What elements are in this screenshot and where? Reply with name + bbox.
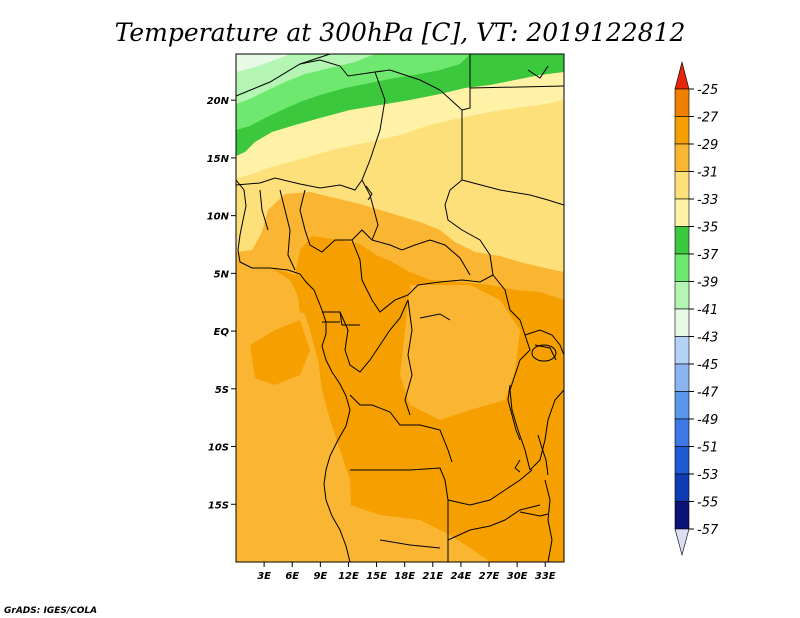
lake-tanganyika bbox=[507, 384, 521, 441]
x-tick-label: 9E bbox=[313, 571, 327, 582]
x-tick-label: 12E bbox=[338, 571, 359, 582]
colorbar-cell bbox=[674, 336, 690, 365]
colorbar-label: -53 bbox=[697, 468, 718, 483]
colorbar-label: -49 bbox=[697, 413, 718, 428]
band-43 bbox=[236, 54, 290, 72]
nile-delta bbox=[527, 65, 549, 79]
band-41 bbox=[236, 54, 375, 104]
colorbar-label: -27 bbox=[697, 111, 719, 126]
lakes bbox=[365, 65, 557, 517]
colorbar-cell bbox=[674, 116, 690, 145]
colorbar-cell bbox=[674, 143, 690, 172]
colorbar-cell bbox=[674, 473, 690, 502]
chart-title: Temperature at 300hPa [C], VT: 201912281… bbox=[115, 18, 686, 47]
colorbar-label: -51 bbox=[697, 441, 718, 456]
colorbar-label: -33 bbox=[697, 193, 718, 208]
x-tick-label: 30E bbox=[507, 571, 528, 582]
colorbar-label: -37 bbox=[697, 248, 719, 263]
colorbar-cell bbox=[674, 226, 690, 255]
colorbar-label: -41 bbox=[697, 303, 718, 318]
band-29-spot-gabon bbox=[296, 282, 324, 318]
colorbar-cell bbox=[674, 253, 690, 282]
colorbar: -25 -27 -29 -31 -33 -35 -37 -39 -41 -43 -45 -47 -49 -… bbox=[674, 60, 719, 557]
lake-victoria bbox=[531, 344, 557, 362]
x-tick-label: 6E bbox=[285, 571, 299, 582]
colorbar-cell bbox=[674, 501, 690, 530]
temperature-field bbox=[236, 54, 564, 562]
lake-mweru bbox=[514, 459, 521, 473]
x-tick-label: 33E bbox=[535, 571, 556, 582]
colorbar-cell bbox=[674, 363, 690, 392]
lake-kariba bbox=[519, 511, 549, 517]
colorbar-cell bbox=[674, 198, 690, 227]
x-tick-label: 15E bbox=[366, 571, 387, 582]
colorbar-label: -29 bbox=[697, 138, 718, 153]
colorbar-label: -47 bbox=[697, 386, 719, 401]
x-tick-label: 18E bbox=[394, 571, 415, 582]
colorbar-cell bbox=[674, 446, 690, 475]
colorbar-cell bbox=[674, 281, 690, 310]
colorbar-label: -25 bbox=[697, 83, 718, 98]
colorbar-cell bbox=[674, 88, 690, 117]
x-axis: 3E 6E 9E 12E 15E 18E 21E 24E 27E 30E 33E bbox=[257, 562, 556, 582]
grads-credit: GrADS: IGES/COLA bbox=[4, 606, 97, 616]
x-tick-label: 3E bbox=[257, 571, 271, 582]
colorbar-cell bbox=[674, 171, 690, 200]
colorbar-top-arrow bbox=[674, 60, 690, 90]
colorbar-label: -31 bbox=[697, 166, 718, 181]
colorbar-cell bbox=[674, 308, 690, 337]
colorbar-cell bbox=[674, 418, 690, 447]
y-tick-label: 10S bbox=[208, 443, 229, 454]
band-29-spot-west bbox=[250, 320, 310, 385]
y-tick-label: 20N bbox=[207, 96, 230, 107]
y-tick-label: 15N bbox=[207, 154, 230, 165]
lake-malawi bbox=[537, 434, 549, 476]
band-31-south bbox=[346, 505, 490, 562]
country-borders bbox=[236, 54, 564, 562]
y-tick-label: EQ bbox=[214, 327, 230, 338]
x-tick-label: 27E bbox=[479, 571, 500, 582]
y-tick-label: 15S bbox=[208, 500, 229, 511]
map-frame bbox=[235, 53, 565, 563]
colorbar-label: -55 bbox=[697, 496, 718, 511]
map-panel: 3E 6E 9E 12E 15E 18E 21E 24E 27E 30E 33E 20N 15N 10N… bbox=[207, 53, 565, 582]
river-segment bbox=[419, 313, 451, 321]
colorbar-label: -35 bbox=[697, 221, 718, 236]
colorbar-label: -43 bbox=[697, 331, 718, 346]
y-tick-label: 5S bbox=[215, 385, 229, 396]
y-axis: 20N 15N 10N 5N EQ 5S 10S 15S bbox=[207, 96, 236, 511]
colorbar-label: -45 bbox=[697, 358, 718, 373]
colorbar-label: -39 bbox=[697, 276, 718, 291]
x-tick-label: 21E bbox=[422, 571, 443, 582]
x-tick-label: 24E bbox=[451, 571, 472, 582]
y-tick-label: 5N bbox=[214, 269, 230, 280]
colorbar-bottom-arrow bbox=[674, 528, 690, 557]
colorbar-label: -57 bbox=[697, 523, 719, 538]
colorbar-cell bbox=[674, 391, 690, 420]
band-31-central bbox=[400, 285, 520, 420]
lake-chad bbox=[365, 185, 373, 201]
y-tick-label: 10N bbox=[207, 212, 230, 223]
